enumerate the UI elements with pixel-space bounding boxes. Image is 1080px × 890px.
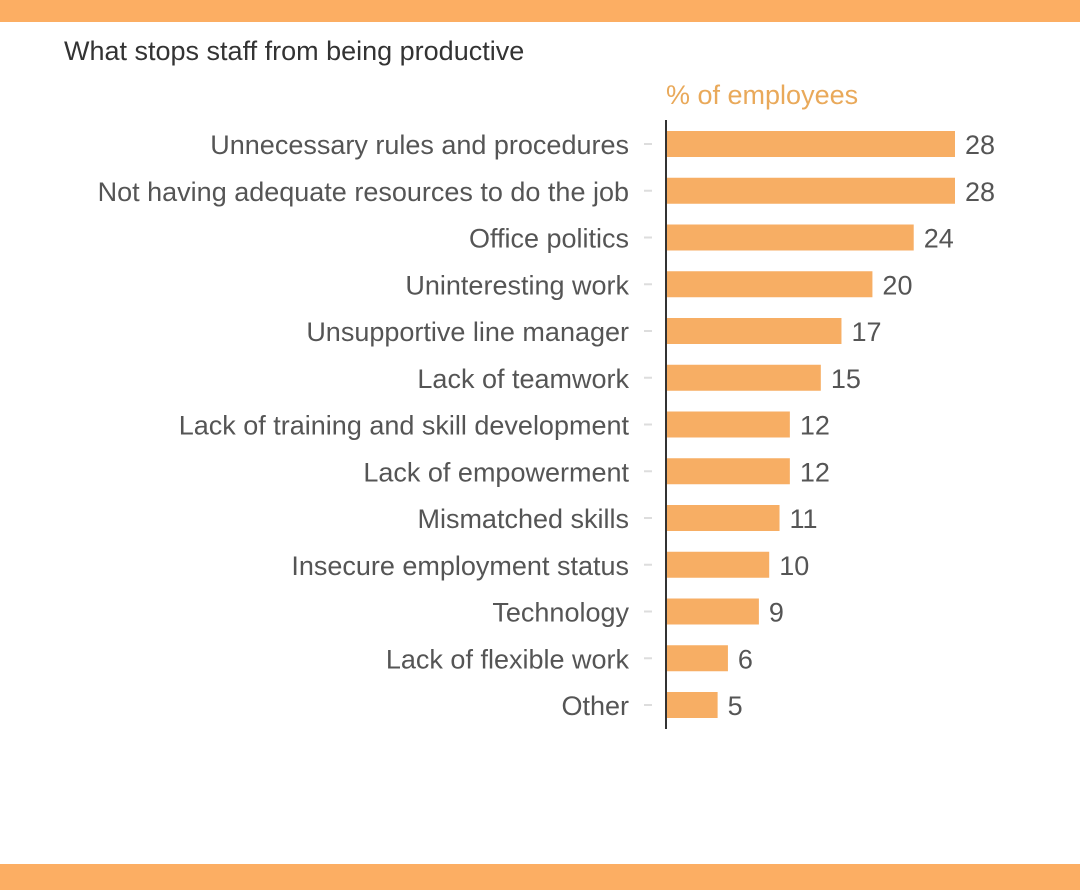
bar (666, 551, 770, 578)
bar (666, 177, 955, 204)
value-label: 17 (851, 317, 881, 347)
category-label: Uninteresting work (405, 270, 629, 300)
value-label: 24 (924, 224, 954, 254)
value-label: 12 (800, 411, 830, 441)
value-label: 20 (882, 270, 912, 300)
category-label: Technology (492, 598, 629, 628)
category-label: Unnecessary rules and procedures (210, 130, 629, 160)
category-label: Mismatched skills (417, 504, 629, 534)
bar (666, 598, 759, 625)
bar (666, 318, 842, 344)
bar (666, 411, 790, 438)
category-label: Not having adequate resources to do the … (98, 177, 629, 207)
category-label: Other (561, 691, 629, 721)
value-label: 28 (965, 177, 995, 207)
category-label: Lack of empowerment (363, 457, 629, 487)
category-label: Unsupportive line manager (306, 317, 629, 347)
unit-label: % of employees (666, 80, 859, 110)
value-label: 28 (965, 130, 995, 160)
bottom-accent-band (0, 864, 1080, 890)
value-label: 11 (790, 504, 818, 534)
chart-title: What stops staff from being productive (64, 36, 525, 66)
bar (666, 692, 718, 718)
bar (666, 364, 821, 391)
value-label: 12 (800, 457, 830, 487)
category-label: Lack of training and skill development (179, 411, 630, 441)
bar (666, 645, 728, 672)
value-label: 5 (728, 691, 743, 721)
bar (666, 131, 955, 157)
value-label: 6 (738, 644, 753, 674)
value-label: 10 (779, 551, 809, 581)
bar (666, 505, 780, 531)
bar (666, 458, 790, 485)
value-label: 9 (769, 598, 784, 628)
bar (666, 271, 873, 298)
bar (666, 224, 914, 251)
category-label: Insecure employment status (291, 551, 629, 581)
category-label: Office politics (469, 224, 629, 254)
category-label: Lack of flexible work (386, 644, 630, 674)
category-label: Lack of teamwork (417, 364, 629, 394)
top-accent-band (0, 0, 1080, 22)
value-label: 15 (831, 364, 861, 394)
